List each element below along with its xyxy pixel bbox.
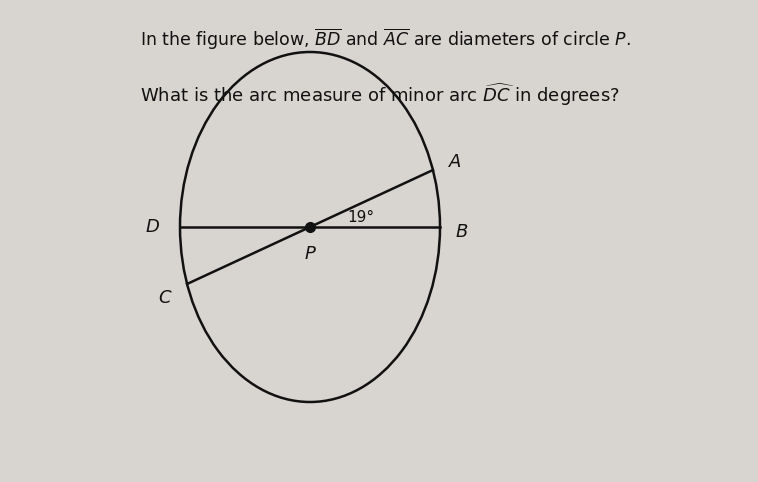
Text: D: D [145,218,159,236]
Text: 19°: 19° [347,210,374,225]
Text: C: C [158,289,171,307]
Text: P: P [305,245,315,263]
Text: In the figure below, $\overline{BD}$ and $\overline{AC}$ are diameters of circle: In the figure below, $\overline{BD}$ and… [140,27,631,52]
Text: B: B [456,223,468,241]
Text: What is the arc measure of minor arc $\widehat{DC}$ in degrees?: What is the arc measure of minor arc $\w… [140,82,619,108]
Text: A: A [449,153,462,171]
